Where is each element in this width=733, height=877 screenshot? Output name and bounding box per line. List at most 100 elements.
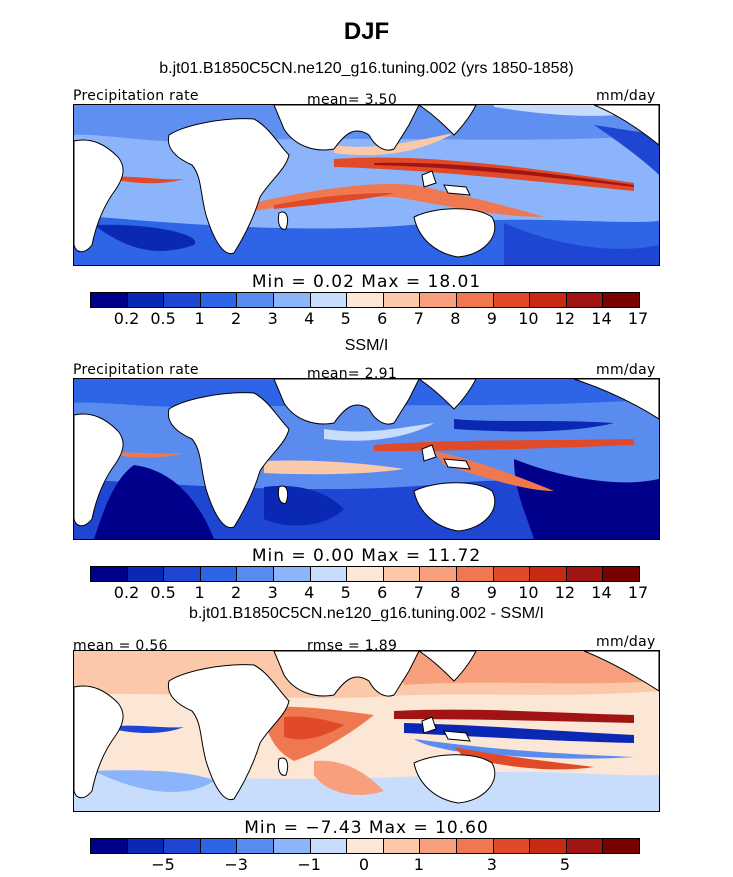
colorbar-swatch: [530, 567, 567, 581]
colorbar-swatch: [164, 293, 201, 307]
panel1-map: [73, 104, 660, 266]
panel1-subtitle: b.jt01.B1850C5CN.ne120_g16.tuning.002 (y…: [159, 60, 574, 77]
colorbar-swatch: [273, 567, 311, 581]
colorbar-swatch: [347, 293, 384, 307]
colorbar-swatch: [127, 293, 165, 307]
panel3-minmax: Min = −7.43 Max = 10.60: [244, 818, 489, 838]
colorbar-tick-label: 7: [413, 583, 424, 602]
colorbar-tick-label: 1: [194, 583, 205, 602]
colorbar-swatch: [383, 839, 421, 853]
colorbar-swatch: [200, 293, 238, 307]
colorbar-tick-label: 6: [377, 583, 388, 602]
colorbar-swatch: [420, 839, 457, 853]
colorbar-swatch: [383, 567, 421, 581]
colorbar-swatch: [566, 839, 604, 853]
panel1-left-label: Precipitation rate: [73, 88, 199, 104]
colorbar-swatch: [237, 567, 274, 581]
panel1-units-label: mm/day: [596, 88, 656, 104]
colorbar-swatch: [310, 839, 348, 853]
colorbar-tick-label: −1: [297, 855, 321, 874]
colorbar-swatch: [310, 567, 348, 581]
panel3-colorbar-labels: −5 −3 −1 0 1 3 5: [90, 855, 638, 875]
colorbar-tick-label: 0.2: [113, 583, 140, 602]
colorbar-swatch: [456, 567, 494, 581]
panel3-subtitle: b.jt01.B1850C5CN.ne120_g16.tuning.002 - …: [189, 605, 544, 622]
colorbar-swatch: [566, 567, 604, 581]
colorbar-swatch: [164, 839, 201, 853]
colorbar-tick-label: 17: [627, 309, 649, 328]
colorbar-tick-label: 8: [450, 309, 461, 328]
colorbar-tick-label: 3: [267, 309, 278, 328]
colorbar-tick-label: 14: [591, 309, 612, 328]
panel2-colorbar-labels: 0.2 0.5 1 2 3 4 5 6 7 8 9 10 12 14 17: [90, 583, 648, 603]
colorbar-tick-label: 8: [450, 583, 461, 602]
panel3-units-label: mm/day: [596, 634, 656, 650]
colorbar-tick-label: 3: [267, 583, 278, 602]
colorbar-tick-label: 17: [627, 583, 649, 602]
page-title: DJF: [343, 18, 390, 45]
colorbar-swatch: [127, 839, 165, 853]
colorbar-tick-label: 2: [231, 309, 242, 328]
colorbar-tick-label: 4: [304, 309, 315, 328]
colorbar-swatch: [200, 839, 238, 853]
colorbar-swatch: [530, 839, 567, 853]
colorbar-swatch: [164, 567, 201, 581]
colorbar-tick-label: −3: [224, 855, 248, 874]
colorbar-swatch: [420, 293, 457, 307]
panel2-colorbar: [90, 566, 640, 582]
colorbar-tick-label: 6: [377, 309, 388, 328]
colorbar-swatch: [456, 293, 494, 307]
colorbar-swatch: [273, 293, 311, 307]
colorbar-tick-label: 1: [194, 309, 205, 328]
colorbar-swatch: [273, 839, 311, 853]
colorbar-swatch: [493, 293, 531, 307]
colorbar-tick-label: 0.5: [150, 309, 176, 328]
colorbar-swatch: [603, 567, 639, 581]
colorbar-tick-label: 1: [413, 855, 424, 874]
panel3-map: [73, 650, 660, 812]
colorbar-swatch: [91, 839, 128, 853]
colorbar-tick-label: 5: [340, 583, 351, 602]
colorbar-swatch: [237, 293, 274, 307]
colorbar-tick-label: 14: [591, 583, 612, 602]
colorbar-tick-label: 0.5: [150, 583, 176, 602]
colorbar-tick-label: 10: [518, 309, 539, 328]
colorbar-swatch: [530, 293, 567, 307]
colorbar-swatch: [456, 839, 494, 853]
colorbar-tick-label: 5: [559, 855, 571, 874]
colorbar-tick-label: 5: [340, 309, 351, 328]
colorbar-tick-label: −5: [151, 855, 175, 874]
colorbar-swatch: [310, 293, 348, 307]
colorbar-tick-label: 2: [231, 583, 242, 602]
colorbar-swatch: [493, 839, 531, 853]
colorbar-swatch: [566, 293, 604, 307]
colorbar-tick-label: 0: [358, 855, 370, 874]
panel2-map: [73, 378, 660, 540]
colorbar-swatch: [91, 293, 128, 307]
colorbar-swatch: [347, 567, 384, 581]
colorbar-swatch: [603, 839, 639, 853]
colorbar-swatch: [237, 839, 274, 853]
panel2-units-label: mm/day: [596, 362, 656, 378]
colorbar-swatch: [420, 567, 457, 581]
panel1-minmax: Min = 0.02 Max = 18.01: [251, 272, 482, 292]
colorbar-tick-label: 10: [518, 583, 539, 602]
panel2-subtitle: SSM/I: [344, 337, 389, 354]
panel3-colorbar: [90, 838, 640, 854]
colorbar-tick-label: 9: [486, 309, 497, 328]
panel1-colorbar: [90, 292, 640, 308]
colorbar-swatch: [91, 567, 128, 581]
panel2-left-label: Precipitation rate: [73, 362, 199, 378]
colorbar-tick-label: 4: [304, 583, 315, 602]
colorbar-tick-label: 12: [554, 309, 576, 328]
colorbar-swatch: [493, 567, 531, 581]
colorbar-swatch: [383, 293, 421, 307]
colorbar-tick-label: 12: [554, 583, 576, 602]
colorbar-tick-label: 3: [486, 855, 497, 874]
panel1-colorbar-labels: 0.2 0.5 1 2 3 4 5 6 7 8 9 10 12 14 17: [90, 309, 648, 329]
colorbar-tick-label: 7: [413, 309, 424, 328]
colorbar-swatch: [127, 567, 165, 581]
colorbar-tick-label: 0.2: [113, 309, 140, 328]
colorbar-swatch: [347, 839, 384, 853]
colorbar-swatch: [603, 293, 639, 307]
